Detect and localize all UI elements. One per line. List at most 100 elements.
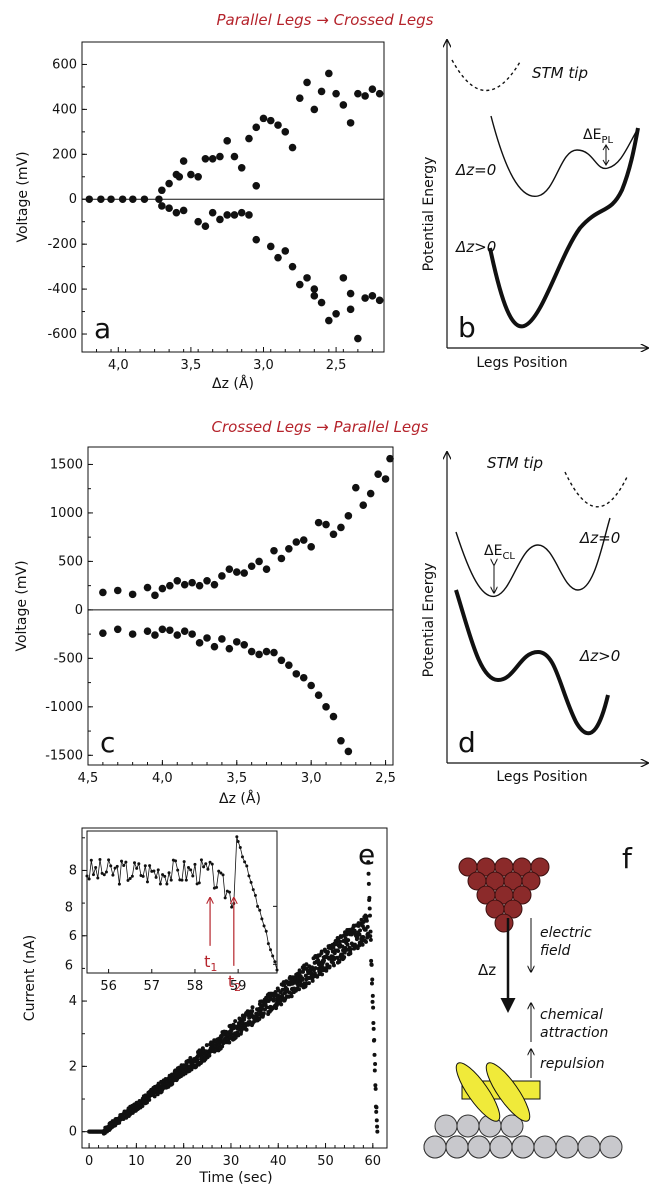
data-point <box>166 626 174 635</box>
data-point <box>194 172 202 181</box>
y-tick-label: 200 <box>52 147 77 162</box>
data-point <box>270 648 278 657</box>
data-point <box>370 993 375 998</box>
tip-atom <box>530 857 550 877</box>
inset-marker-letter: t <box>204 952 210 971</box>
data-point <box>232 638 241 646</box>
data-point <box>352 483 360 492</box>
y-tick-label: -600 <box>47 327 77 342</box>
data-point <box>366 860 371 865</box>
inset-point <box>91 873 95 877</box>
data-point <box>223 137 231 145</box>
data-point <box>107 195 115 204</box>
inset-point <box>235 835 239 839</box>
inset-point <box>182 860 186 864</box>
inset-point <box>184 878 188 882</box>
inset-point <box>141 874 145 878</box>
inset-point <box>264 929 268 933</box>
inset-point <box>107 858 111 862</box>
data-point <box>158 186 166 195</box>
data-point <box>252 235 261 244</box>
data-point <box>327 964 332 969</box>
inset-point <box>120 859 124 863</box>
surface-atom <box>456 1114 480 1138</box>
inset-point <box>158 882 162 886</box>
data-point <box>232 568 241 576</box>
molecule-leg-left <box>455 1062 501 1122</box>
data-point <box>314 518 323 527</box>
y-tick-label: -500 <box>53 651 83 666</box>
inset-point <box>236 840 240 844</box>
data-point <box>117 1120 122 1125</box>
data-point <box>274 253 282 262</box>
inset-point <box>262 924 266 928</box>
inset-point <box>85 874 89 878</box>
inset-point <box>117 882 121 886</box>
inset-point <box>115 864 119 868</box>
data-point <box>332 89 340 98</box>
barrier-symbol-d: ΔE <box>484 543 502 559</box>
chemical-label-2: attraction <box>540 1025 608 1041</box>
chart-c: c Δz (Å) Voltage (mV) 4,5 4,0 3,5 3,0 2,5 -15… <box>14 446 396 807</box>
data-point <box>364 939 369 944</box>
data-point <box>310 292 319 300</box>
data-point <box>373 1086 378 1091</box>
data-point <box>292 538 301 546</box>
inset-point <box>174 859 178 863</box>
x-axis-label-b: Legs Position <box>476 355 567 371</box>
x-tick-label: 0 <box>85 1154 93 1169</box>
data-point <box>297 987 302 992</box>
data-point <box>371 1005 376 1010</box>
data-point <box>332 310 340 318</box>
inset-point <box>130 874 134 878</box>
data-point <box>373 1083 378 1088</box>
data-point <box>369 958 374 963</box>
inset-point <box>102 873 106 877</box>
title-middle: Crossed Legs → Parallel Legs <box>211 418 428 436</box>
data-point <box>218 635 226 643</box>
data-point <box>288 262 297 271</box>
data-point <box>300 976 305 981</box>
plot-frame-a <box>81 41 385 353</box>
data-point <box>322 520 330 529</box>
stm-tip-label-b: STM tip <box>532 64 588 82</box>
panel-label-e: e <box>358 838 375 871</box>
inset-point <box>145 880 149 884</box>
data-point <box>163 1076 168 1081</box>
surface-atom <box>489 1135 513 1159</box>
data-point <box>245 134 253 143</box>
y-axis-label-c: Voltage (mV) <box>14 560 30 651</box>
data-point <box>363 927 368 932</box>
data-point <box>370 977 375 982</box>
data-point <box>374 1118 379 1123</box>
data-point <box>274 1006 279 1011</box>
title-top: Parallel Legs → Crossed Legs <box>216 11 433 29</box>
x-tick-label: 2,5 <box>375 771 396 786</box>
data-point <box>365 924 370 929</box>
x-tick-label: 4,0 <box>108 358 129 373</box>
data-point <box>325 316 333 325</box>
inset-point <box>243 860 247 864</box>
inset-marker-label: t1 <box>204 952 217 974</box>
data-point <box>225 644 234 653</box>
data-point <box>259 114 268 123</box>
data-point <box>281 128 290 136</box>
data-point <box>337 959 342 964</box>
data-point <box>158 584 167 593</box>
data-point <box>195 581 204 590</box>
current-trace <box>87 860 380 1136</box>
inset-point <box>208 860 212 864</box>
data-point <box>304 962 309 967</box>
data-point <box>368 929 373 934</box>
inset-point <box>228 890 231 894</box>
data-point <box>173 631 182 639</box>
y-tick-label: 4 <box>69 994 77 1009</box>
data-point <box>368 85 377 93</box>
data-point <box>165 204 173 213</box>
surface-atom <box>599 1135 623 1159</box>
data-point <box>247 647 256 656</box>
surface-atom <box>467 1135 491 1159</box>
y-tick-label: 0 <box>69 192 77 207</box>
y-axis-label-a: Voltage (mV) <box>15 151 31 242</box>
